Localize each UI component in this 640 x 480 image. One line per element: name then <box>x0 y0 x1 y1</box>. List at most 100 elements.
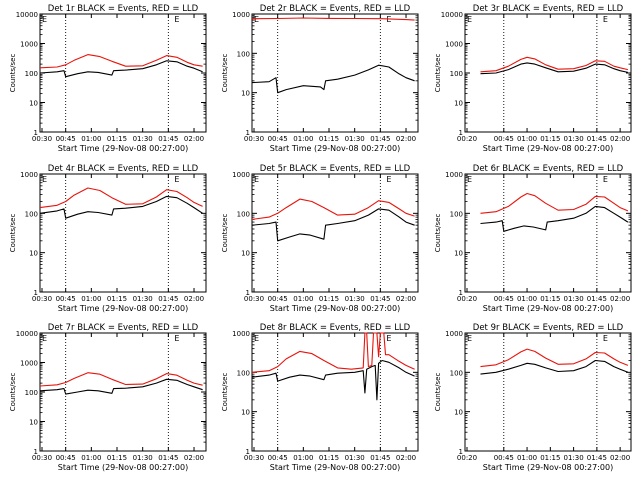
x-axis-label: Start Time (29-Nov-08 00:27:00) <box>483 304 613 313</box>
x-tick-label: 01:45 <box>370 454 390 462</box>
e-marker-left: E <box>467 175 472 184</box>
panel-det-1r: Det 1r BLACK = Events, RED = LLD 1 10 100 10… <box>9 4 207 153</box>
x-tick-label: 00:30 <box>244 295 264 303</box>
e-marker-left: E <box>254 175 259 184</box>
x-tick-label: 01:30 <box>133 454 153 462</box>
x-tick-label: 01:30 <box>564 295 584 303</box>
y-tick-label: 1 <box>459 448 463 456</box>
x-tick-label: 01:30 <box>564 135 584 143</box>
series-line-events <box>39 195 203 219</box>
e-marker-right: E <box>603 175 608 184</box>
x-tick-label: 01:15 <box>107 135 127 143</box>
y-tick-label: 1 <box>34 129 38 137</box>
x-tick-label: 01:00 <box>81 135 101 143</box>
y-tick-label: 1 <box>34 448 38 456</box>
x-tick-label: 01:00 <box>81 295 101 303</box>
x-tick-label: 00:45 <box>56 135 76 143</box>
x-tick-label: 01:30 <box>345 295 365 303</box>
plot-frame <box>251 332 419 452</box>
x-axis-label: Start Time (29-Nov-08 00:27:00) <box>58 304 188 313</box>
y-tick-label: 10 <box>241 409 250 417</box>
x-tick-label: 00:20 <box>457 135 477 143</box>
x-tick-label: 01:30 <box>133 295 153 303</box>
y-tick-label: 1 <box>246 129 250 137</box>
panel-title: Det 7r BLACK = Events, RED = LLD <box>48 323 199 333</box>
y-tick-label: 10 <box>454 250 463 258</box>
y-tick-label: 100 <box>25 210 38 218</box>
e-marker-right: E <box>386 175 391 184</box>
x-tick-label: 01:45 <box>158 454 178 462</box>
y-tick-label: 100 <box>237 50 250 58</box>
y-axis-label: Counts/sec <box>221 54 229 93</box>
series-line-lld <box>251 17 415 21</box>
panel-det-7r: Det 7r BLACK = Events, RED = LLD 1 10 100 10… <box>9 323 207 472</box>
series-line-events <box>480 62 629 75</box>
e-marker-left: E <box>467 334 472 343</box>
x-tick-label: 01:00 <box>517 454 537 462</box>
x-tick-label: 00:45 <box>494 295 514 303</box>
y-tick-label: 1000 <box>232 171 250 179</box>
x-tick-label: 02:00 <box>184 295 204 303</box>
y-tick-label: 100 <box>450 369 463 377</box>
panel-title: Det 3r BLACK = Events, RED = LLD <box>473 4 624 14</box>
y-tick-label: 100 <box>237 210 250 218</box>
y-tick-label: 10 <box>241 250 250 258</box>
series-line-events <box>39 378 203 395</box>
x-tick-label: 01:15 <box>107 295 127 303</box>
plot-frame <box>464 173 632 293</box>
x-tick-label: 01:30 <box>133 135 153 143</box>
x-tick-label: 01:45 <box>158 295 178 303</box>
x-tick-label: 00:30 <box>244 135 264 143</box>
series-line-events <box>251 64 415 94</box>
e-marker-right: E <box>386 334 391 343</box>
plot-frame <box>464 332 632 452</box>
x-tick-label: 01:45 <box>587 454 607 462</box>
x-tick-label: 00:45 <box>268 295 288 303</box>
series-line-events <box>39 60 203 78</box>
y-tick-label: 1000 <box>445 41 463 49</box>
x-axis-label: Start Time (29-Nov-08 00:27:00) <box>483 144 613 153</box>
y-tick-label: 1 <box>459 129 463 137</box>
series-line-events <box>251 359 415 401</box>
y-tick-label: 1 <box>246 448 250 456</box>
y-tick-label: 1000 <box>20 41 38 49</box>
series-line-lld <box>251 198 415 220</box>
y-axis-label: Counts/sec <box>434 54 442 93</box>
panel-title: Det 6r BLACK = Events, RED = LLD <box>473 164 624 174</box>
x-tick-label: 00:30 <box>32 295 52 303</box>
panel-title: Det 1r BLACK = Events, RED = LLD <box>48 4 199 14</box>
x-tick-label: 00:30 <box>32 454 52 462</box>
x-tick-label: 00:45 <box>268 135 288 143</box>
e-marker-left: E <box>42 175 47 184</box>
y-axis-label: Counts/sec <box>221 214 229 253</box>
y-tick-label: 1000 <box>232 330 250 338</box>
x-axis-label: Start Time (29-Nov-08 00:27:00) <box>483 463 613 472</box>
x-tick-label: 01:00 <box>517 135 537 143</box>
y-tick-label: 1 <box>246 289 250 297</box>
x-axis-label: Start Time (29-Nov-08 00:27:00) <box>58 144 188 153</box>
x-tick-label: 01:45 <box>587 295 607 303</box>
x-tick-label: 00:45 <box>494 454 514 462</box>
panel-det-6r: Det 6r BLACK = Events, RED = LLD 1 10 100 10… <box>434 164 632 313</box>
y-tick-label: 10 <box>29 419 38 427</box>
x-tick-label: 00:20 <box>457 454 477 462</box>
e-marker-right: E <box>174 334 179 343</box>
y-tick-label: 100 <box>25 70 38 78</box>
y-tick-label: 10 <box>454 100 463 108</box>
y-tick-label: 10000 <box>16 11 38 19</box>
x-axis-label: Start Time (29-Nov-08 00:27:00) <box>58 463 188 472</box>
panel-det-5r: Det 5r BLACK = Events, RED = LLD 1 10 100 10… <box>221 164 419 313</box>
x-axis-label: Start Time (29-Nov-08 00:27:00) <box>270 144 400 153</box>
x-tick-label: 00:45 <box>268 454 288 462</box>
series-line-lld <box>39 372 203 387</box>
series-line-lld <box>251 332 415 373</box>
x-tick-label: 02:00 <box>610 135 630 143</box>
panel-det-9r: Det 9r BLACK = Events, RED = LLD 1 10 100 10… <box>434 323 632 472</box>
x-axis-label: Start Time (29-Nov-08 00:27:00) <box>270 304 400 313</box>
x-tick-label: 02:00 <box>184 454 204 462</box>
y-axis-label: Counts/sec <box>9 54 17 93</box>
y-tick-label: 1000 <box>20 360 38 368</box>
x-tick-label: 01:15 <box>319 135 339 143</box>
y-tick-label: 1000 <box>445 171 463 179</box>
x-tick-label: 02:00 <box>610 454 630 462</box>
